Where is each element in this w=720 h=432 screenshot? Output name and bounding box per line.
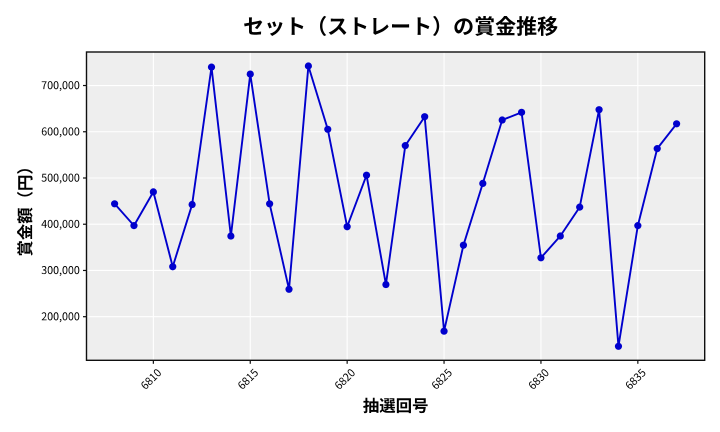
data-point-6832 [576,203,584,211]
data-point-6820 [343,223,351,231]
y-tick-label-200000 [41,312,80,323]
data-point-6822 [382,280,390,289]
data-line [113,65,678,348]
y-axis-label [17,169,33,256]
data-point-6809 [130,222,138,230]
data-point-6815 [246,70,254,78]
data-point-6816 [266,200,274,208]
data-point-6836 [653,145,661,153]
data-point-6826 [459,241,468,249]
x-tick-label-6815 [238,368,258,389]
axes-spines [85,51,706,361]
data-point-6835 [634,222,642,230]
chart-title [244,15,558,37]
data-point-6828 [498,116,506,124]
y-tick-label-700000 [41,81,80,92]
y-tick-label-600000 [41,127,80,138]
data-point-6830 [537,254,545,262]
x-tick-label-6820 [335,369,355,389]
data-point-6811 [169,263,177,271]
data-point-6818 [304,62,312,70]
data-point-6808 [111,200,119,208]
y-tick-label-500000 [41,173,80,184]
data-point-6834 [614,342,623,350]
data-point-6829 [517,108,526,116]
x-axis-label [363,397,428,414]
data-point-6819 [324,125,332,133]
data-point-6817 [285,285,293,293]
data-point-6827 [479,179,487,187]
data-point-6837 [673,120,681,128]
y-tick-label-400000 [41,219,80,230]
data-point-6833 [595,106,603,114]
data-point-6813 [207,63,216,71]
x-tick-label-6830 [529,369,549,389]
data-point-6810 [149,188,157,196]
x-tick-label-6825 [432,368,452,389]
x-tick-label-6835 [625,368,646,389]
data-point-6814 [227,232,235,240]
x-tick-label-6810 [141,369,161,389]
data-point-6812 [188,200,196,209]
data-point-6831 [556,232,564,240]
data-point-6825 [440,327,448,335]
plot-area [86,52,705,361]
data-point-6823 [401,142,409,150]
y-tick-label-300000 [41,266,80,277]
data-point-6821 [362,171,371,179]
data-point-6824 [421,113,429,121]
